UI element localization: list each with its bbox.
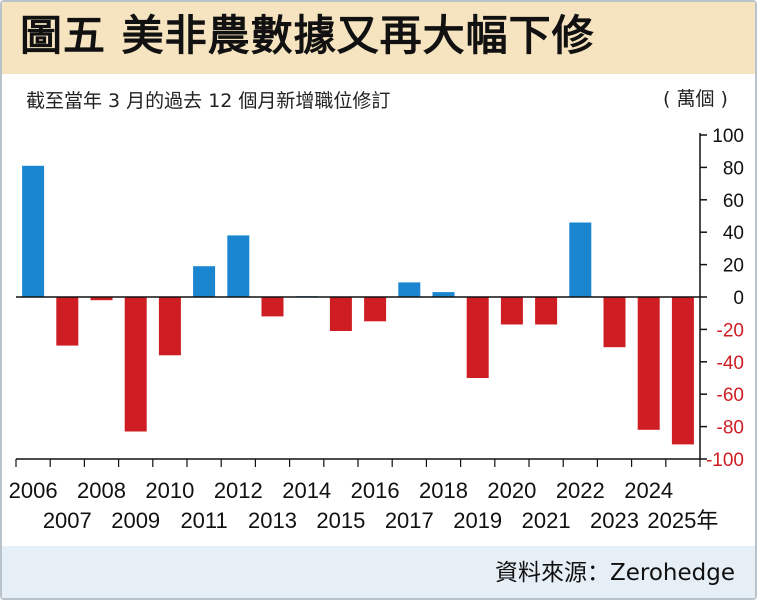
unit-label: ( 萬個 ) [663, 88, 728, 110]
bar-2017 [398, 282, 421, 297]
x-tick-label: 2023 [590, 508, 639, 533]
y-tick-label: -40 [717, 353, 744, 374]
bar-2016 [364, 297, 387, 322]
bar-2015 [329, 297, 352, 331]
bar-2024 [637, 297, 660, 430]
x-tick-label: 2018 [419, 478, 468, 503]
x-tick-label: 2024 [624, 478, 673, 503]
y-ticks-group: 100 80 60 40 20 0 -20 -40 -60 -80 -100 [700, 126, 744, 471]
bar-2011 [193, 266, 216, 297]
x-tick-label: 2013 [248, 508, 297, 533]
bar-2023 [603, 297, 626, 348]
bars-group [22, 165, 694, 445]
bar-2022 [569, 222, 592, 297]
y-tick-label: 80 [723, 158, 744, 179]
x-ticks-group: 2006 2007 2008 2009 2010 2011 2012 2013 2014 2015… [9, 459, 718, 533]
chart-title: 圖五 美非農數據又再大幅下修 [20, 11, 595, 60]
x-tick-label: 2014 [282, 478, 331, 503]
x-tick-label: 2012 [214, 478, 263, 503]
x-tick-label: 2006 [9, 478, 58, 503]
y-tick-label: -20 [717, 320, 744, 341]
x-tick-label: 2010 [145, 478, 194, 503]
bar-2012 [227, 235, 250, 297]
title-band [2, 2, 755, 74]
bar-2021 [535, 297, 558, 325]
x-tick-label: 2015 [316, 508, 365, 533]
x-tick-label: 2008 [77, 478, 126, 503]
chart-subtitle: 截至當年 3 月的過去 12 個月新增職位修訂 [26, 90, 391, 112]
x-tick-label: 2020 [487, 478, 536, 503]
x-tick-label: 2017 [385, 508, 434, 533]
bar-2020 [500, 297, 523, 325]
source-label: 資料來源：Zerohedge [494, 560, 735, 586]
bar-2006 [22, 165, 45, 297]
y-tick-label: 60 [723, 191, 744, 212]
footer-band [2, 546, 755, 598]
y-tick-label: 100 [712, 126, 744, 147]
x-tick-label: 2011 [180, 508, 227, 533]
y-tick-label: -60 [717, 385, 744, 406]
bar-2019 [466, 297, 489, 378]
y-tick-label: 0 [733, 288, 744, 309]
x-tick-label: 2016 [351, 478, 400, 503]
x-tick-label: 2025年 [647, 508, 718, 533]
bar-2013 [261, 297, 284, 317]
x-tick-label: 2021 [522, 508, 571, 533]
x-tick-label: 2022 [556, 478, 605, 503]
bar-2009 [124, 297, 147, 432]
bar-2008 [90, 297, 113, 301]
x-tick-label: 2019 [453, 508, 502, 533]
y-tick-label: -80 [717, 418, 744, 439]
y-tick-label: 20 [723, 256, 744, 277]
y-tick-label: 40 [723, 223, 744, 244]
y-tick-label: -100 [706, 450, 744, 471]
bar-2025 [671, 297, 694, 445]
x-tick-label: 2007 [43, 508, 92, 533]
bar-2007 [56, 297, 79, 346]
bar-2018 [432, 292, 455, 297]
x-tick-label: 2009 [111, 508, 160, 533]
bar-2010 [158, 297, 181, 356]
